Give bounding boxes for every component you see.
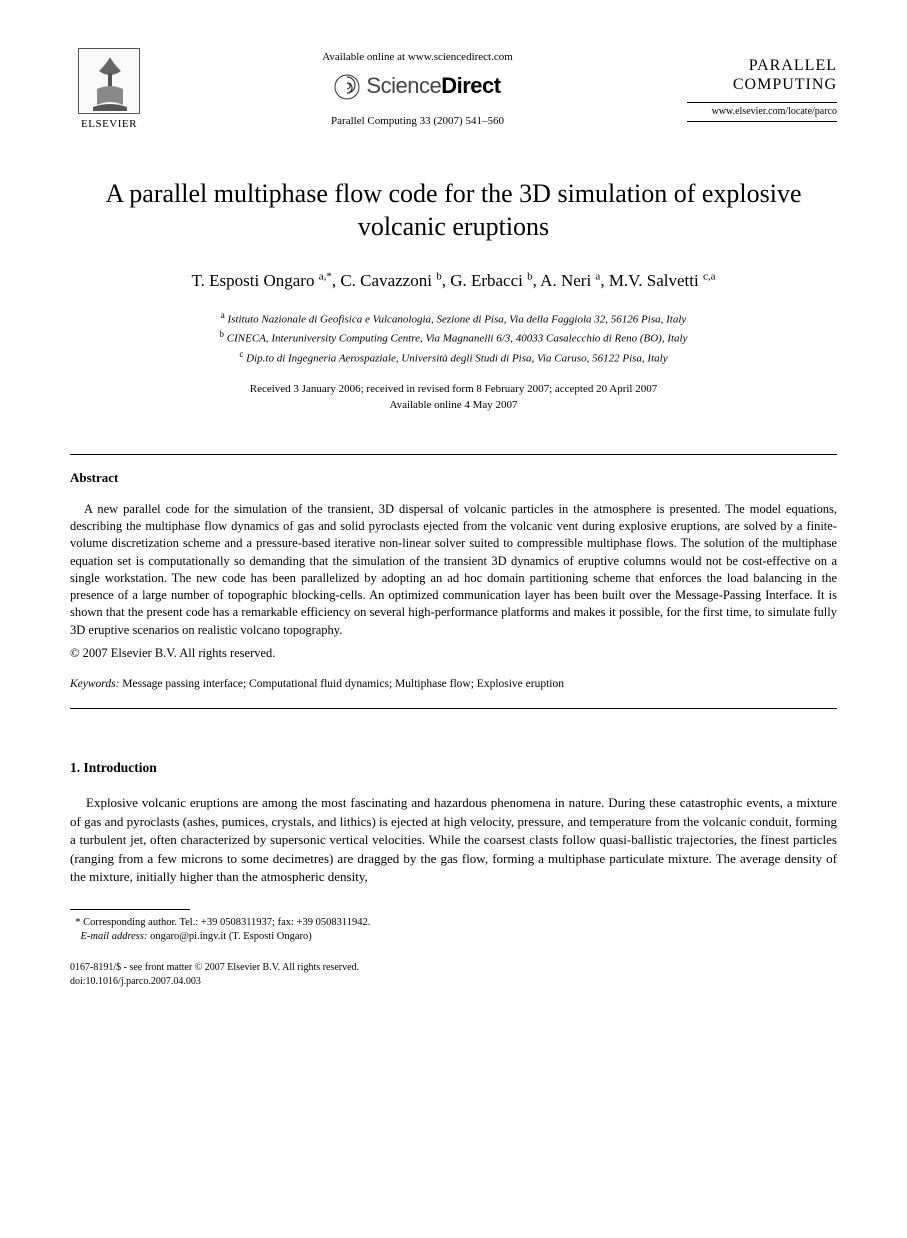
- abstract-rule: [70, 454, 837, 455]
- footer-meta: 0167-8191/$ - see front matter © 2007 El…: [70, 961, 837, 989]
- section-1-paragraph: Explosive volcanic eruptions are among t…: [70, 794, 837, 886]
- sciencedirect-logo: ScienceDirect: [334, 71, 500, 102]
- header-row: ELSEVIER Available online at www.science…: [70, 48, 837, 132]
- article-title: A parallel multiphase flow code for the …: [70, 178, 837, 243]
- center-header: Available online at www.sciencedirect.co…: [148, 48, 687, 130]
- elsevier-tree-icon: [78, 48, 140, 114]
- corresponding-author-footnote: * Corresponding author. Tel.: +39 050831…: [70, 916, 837, 945]
- doi-line: doi:10.1016/j.parco.2007.04.003: [70, 976, 201, 987]
- available-online-text: Available online at www.sciencedirect.co…: [148, 50, 687, 65]
- sciencedirect-wordmark: ScienceDirect: [366, 71, 500, 102]
- keywords-rule: [70, 708, 837, 709]
- journal-name: PARALLEL COMPUTING: [687, 56, 837, 94]
- author-email[interactable]: ongaro@pi.ingv.it: [150, 931, 226, 942]
- sciencedirect-swirl-icon: [334, 74, 360, 100]
- publisher-name: ELSEVIER: [81, 117, 137, 132]
- publisher-logo-block: ELSEVIER: [70, 48, 148, 132]
- abstract-body: A new parallel code for the simulation o…: [70, 501, 837, 639]
- keywords-line: Keywords: Message passing interface; Com…: [70, 676, 837, 692]
- citation-line: Parallel Computing 33 (2007) 541–560: [148, 114, 687, 129]
- affiliations-block: a Istituto Nazionale di Geofisica e Vulc…: [70, 309, 837, 366]
- authors-line: T. Esposti Ongaro a,*, C. Cavazzoni b, G…: [70, 269, 837, 293]
- copyright-line: © 2007 Elsevier B.V. All rights reserved…: [70, 645, 837, 663]
- abstract-heading: Abstract: [70, 469, 837, 487]
- footnote-rule: [70, 909, 190, 910]
- journal-block: PARALLEL COMPUTING www.elsevier.com/loca…: [687, 48, 837, 122]
- section-1-heading: 1. Introduction: [70, 759, 837, 778]
- article-dates: Received 3 January 2006; received in rev…: [70, 381, 837, 414]
- journal-url[interactable]: www.elsevier.com/locate/parco: [687, 102, 837, 122]
